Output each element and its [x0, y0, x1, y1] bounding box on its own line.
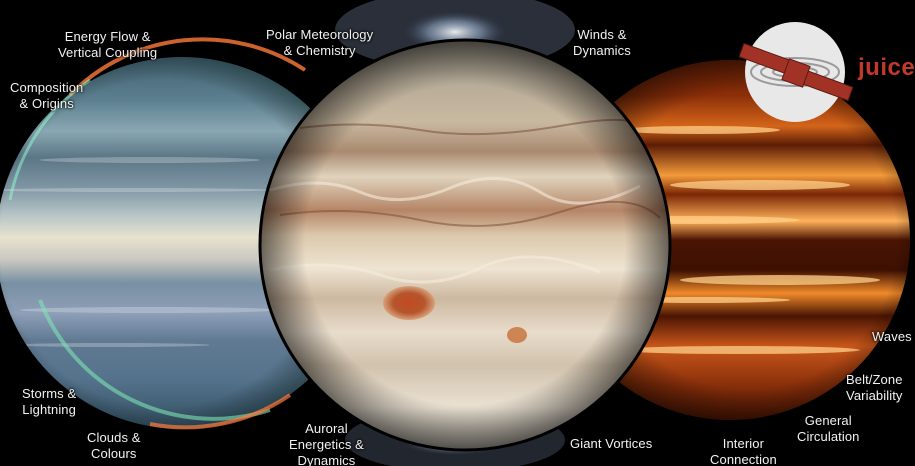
label-line: Connection — [710, 452, 777, 466]
juice-wordmark: juice — [858, 54, 915, 81]
label-giant-vortices: Giant Vortices — [570, 436, 652, 452]
label-line: Polar Meteorology — [266, 27, 374, 42]
label-line: Composition — [10, 80, 84, 95]
label-line: Lightning — [22, 402, 76, 417]
label-line: Vertical Coupling — [58, 45, 158, 60]
label-line: Variability — [846, 388, 903, 403]
label-line: Energy Flow & — [64, 29, 151, 44]
label-line: Winds & — [577, 27, 627, 42]
label-clouds-colours: Clouds & Colours — [87, 430, 141, 462]
label-line: Dynamics — [297, 453, 356, 466]
label-line: Energetics & — [289, 437, 364, 452]
label-line: Giant Vortices — [570, 436, 653, 451]
label-line: Belt/Zone — [846, 372, 903, 387]
label-waves: Waves — [872, 329, 912, 345]
label-interior-connection: Interior Connection — [710, 436, 777, 466]
label-line: Circulation — [797, 429, 860, 444]
label-line: Storms & — [22, 386, 77, 401]
label-energy-flow: Energy Flow & Vertical Coupling — [58, 29, 157, 61]
label-polar-meteorology: Polar Meteorology & Chemistry — [266, 27, 373, 59]
label-composition-origins: Composition & Origins — [10, 80, 83, 112]
label-line: Colours — [91, 446, 137, 461]
juice-logo-emblem — [738, 22, 854, 122]
label-general-circulation: General Circulation — [797, 413, 860, 445]
label-winds-dynamics: Winds & Dynamics — [573, 27, 631, 59]
left-south-aurora-glow — [149, 393, 292, 430]
label-line: Interior — [722, 436, 765, 451]
label-line: Dynamics — [573, 43, 631, 58]
label-storms-lightning: Storms & Lightning — [22, 386, 76, 418]
label-line: Auroral — [305, 421, 348, 436]
label-line: Waves — [872, 329, 912, 344]
label-line: & Origins — [19, 96, 74, 111]
label-belt-zone: Belt/Zone Variability — [846, 372, 903, 404]
visible-jupiter — [260, 40, 670, 450]
label-line: & Chemistry — [283, 43, 356, 58]
left-west-limb-glow — [8, 78, 91, 201]
label-auroral-energetics: Auroral Energetics & Dynamics — [289, 421, 364, 466]
left-south-limb-glow — [38, 299, 271, 421]
label-line: General — [804, 413, 852, 428]
label-line: Clouds & — [87, 430, 141, 445]
left-north-limb-glow — [68, 37, 307, 97]
